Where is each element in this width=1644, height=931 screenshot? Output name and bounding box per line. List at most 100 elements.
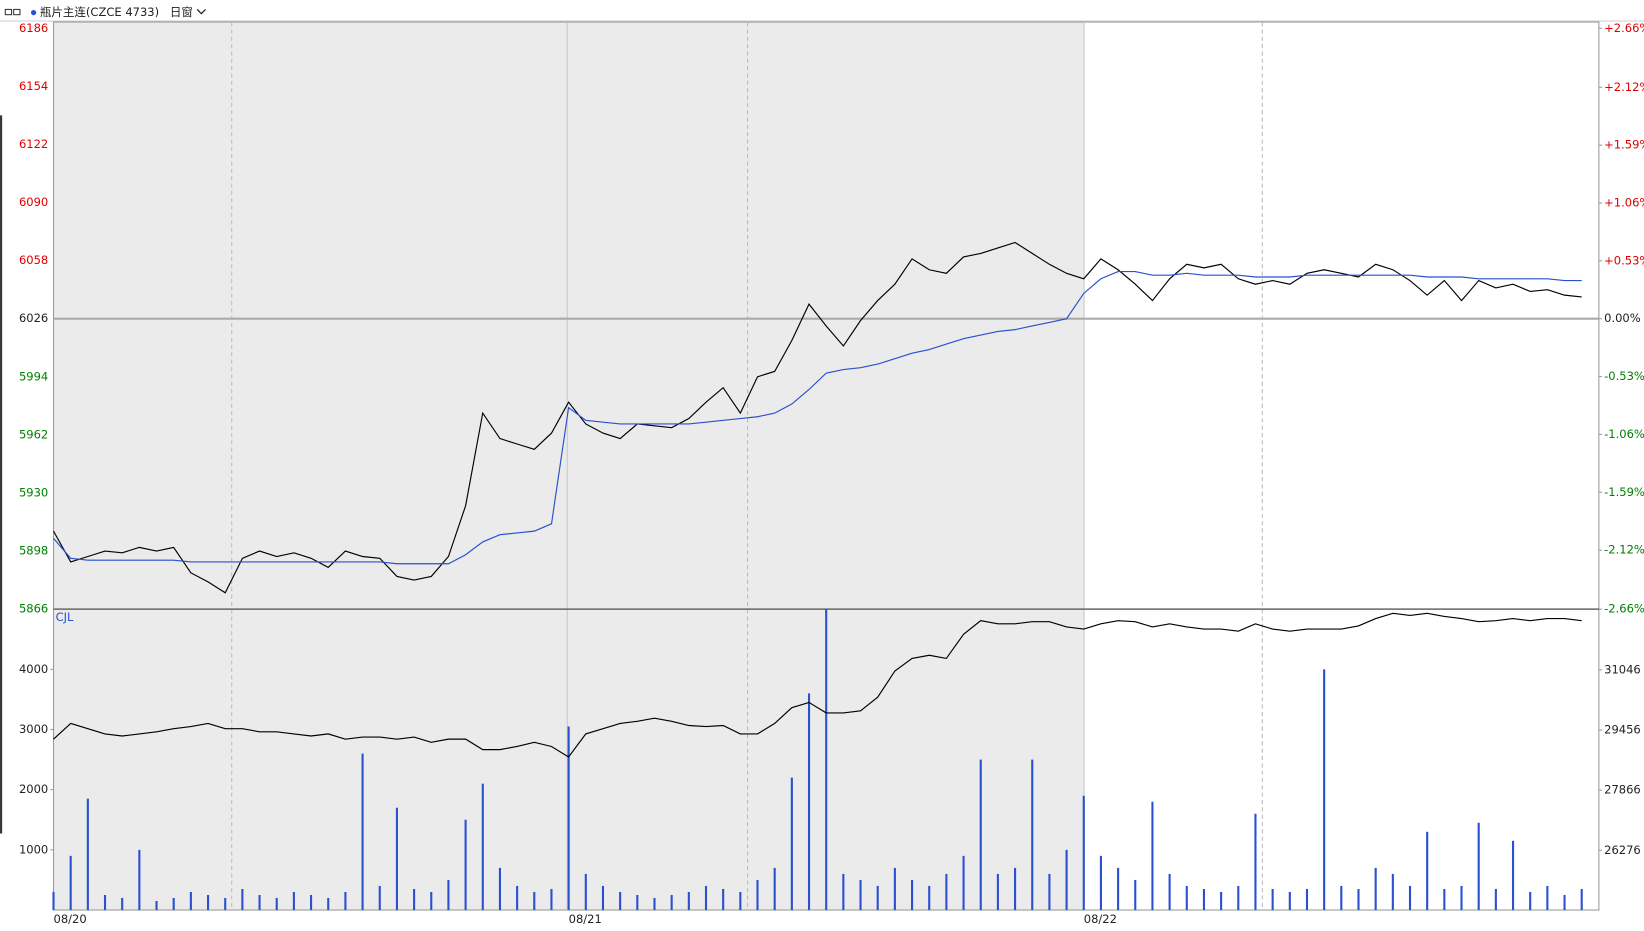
volume-bar <box>601 885 605 911</box>
header: 瓶片主连(CZCE 4733) 日窗 <box>4 5 206 19</box>
chart-title: 瓶片主连(CZCE 4733) <box>40 5 159 19</box>
volume-bar <box>1117 867 1120 911</box>
volume-bar <box>327 897 330 911</box>
x-tick-label: 08/22 <box>1084 912 1117 926</box>
volume-bar <box>1237 885 1240 911</box>
volume-bar <box>447 879 450 911</box>
volume-bar <box>310 894 313 911</box>
volume-bar <box>567 726 570 911</box>
volume-bar <box>1529 891 1532 911</box>
volume-bar <box>86 798 89 911</box>
link-icon[interactable] <box>4 8 13 16</box>
series-dot <box>30 9 37 16</box>
session-background <box>1084 22 1599 911</box>
volume-bar <box>619 891 622 911</box>
volume-bar <box>1031 759 1034 911</box>
window-selector[interactable]: 日窗 <box>170 5 193 19</box>
volume-bar <box>773 867 776 911</box>
y-tick-label: 6186 <box>19 21 48 35</box>
dropdown-chevron[interactable] <box>196 8 206 15</box>
volume-bar <box>876 885 879 911</box>
volume-bar <box>550 888 553 911</box>
y-tick-label: 5866 <box>19 602 48 616</box>
volume-bar <box>1340 885 1343 911</box>
volume-bar <box>636 894 639 911</box>
y2-tick-label: -2.12% <box>1604 543 1644 557</box>
volume-bar <box>1082 795 1085 911</box>
volume-bar <box>790 777 793 911</box>
x-tick-label: 08/20 <box>54 912 87 926</box>
panel-label: CJL <box>56 610 74 624</box>
volume-bar <box>69 855 72 911</box>
y2-tick-label: +2.66% <box>1604 21 1644 35</box>
volume-bar <box>1546 885 1549 911</box>
volume-bar <box>1408 885 1412 911</box>
volume-bar <box>704 885 708 911</box>
y2-tick-label: -1.59% <box>1604 485 1644 499</box>
y-tick-label: 3000 <box>19 722 48 736</box>
volume-bar <box>722 888 725 911</box>
volume-bar <box>1426 831 1429 911</box>
volume-bar <box>1065 849 1068 911</box>
volume-bar <box>1134 879 1137 911</box>
y2-tick-label: 29456 <box>1604 723 1641 737</box>
volume-bar <box>1271 888 1274 911</box>
volume-bar <box>687 891 690 911</box>
y-tick-label: 5930 <box>19 485 48 499</box>
volume-bar <box>670 894 673 911</box>
y-tick-label: 4000 <box>19 662 48 676</box>
volume-bar <box>1511 840 1515 911</box>
y-tick-label: 5962 <box>19 427 48 441</box>
y-tick-label: 5994 <box>19 369 48 383</box>
volume-bar <box>206 894 210 911</box>
volume-bar <box>1460 885 1463 911</box>
volume-bar <box>1580 888 1583 911</box>
volume-bar <box>1220 891 1223 911</box>
volume-bar <box>945 873 948 911</box>
volume-bar <box>1374 867 1377 911</box>
volume-bar <box>464 819 467 911</box>
volume-bar <box>258 894 261 911</box>
y2-tick-label: -0.53% <box>1604 369 1644 383</box>
volume-bar <box>1323 669 1326 911</box>
volume-bar <box>52 891 55 911</box>
volume-bar <box>1288 891 1291 911</box>
volume-bar <box>1391 873 1394 911</box>
volume-bar <box>378 885 381 911</box>
volume-bar <box>653 897 656 911</box>
volume-bar <box>189 891 192 911</box>
volume-bar <box>1254 813 1257 911</box>
volume-bar <box>807 693 811 911</box>
volume-bar <box>121 897 124 911</box>
volume-bar <box>275 897 278 911</box>
volume-bar <box>1099 855 1102 911</box>
volume-bar <box>1202 888 1206 911</box>
volume-bar <box>413 888 416 911</box>
y2-tick-label: 26276 <box>1604 843 1641 857</box>
y2-tick-label: -1.06% <box>1604 427 1644 441</box>
volume-bar <box>825 609 828 911</box>
link-icon[interactable] <box>13 8 21 16</box>
y-tick-label: 6058 <box>19 253 48 267</box>
volume-bar <box>1014 867 1017 911</box>
y2-tick-label: 27866 <box>1604 783 1641 797</box>
series-line <box>53 270 1582 565</box>
volume-bar <box>1477 822 1480 911</box>
y2-tick-label: +1.59% <box>1604 138 1644 152</box>
volume-bar <box>996 873 999 911</box>
volume-bar <box>1494 888 1497 911</box>
volume-bar <box>138 849 141 911</box>
y-tick-label: 6154 <box>19 79 48 93</box>
volume-bar <box>361 753 364 911</box>
volume-bar <box>842 873 845 911</box>
volume-bar <box>533 891 536 911</box>
series-line <box>53 612 1582 758</box>
volume-bar <box>1151 801 1154 911</box>
volume-bar <box>859 879 862 911</box>
volume-bar <box>1357 888 1360 911</box>
volume-bar <box>172 897 175 911</box>
volume-bar <box>155 901 158 911</box>
volume-bar <box>103 894 107 911</box>
